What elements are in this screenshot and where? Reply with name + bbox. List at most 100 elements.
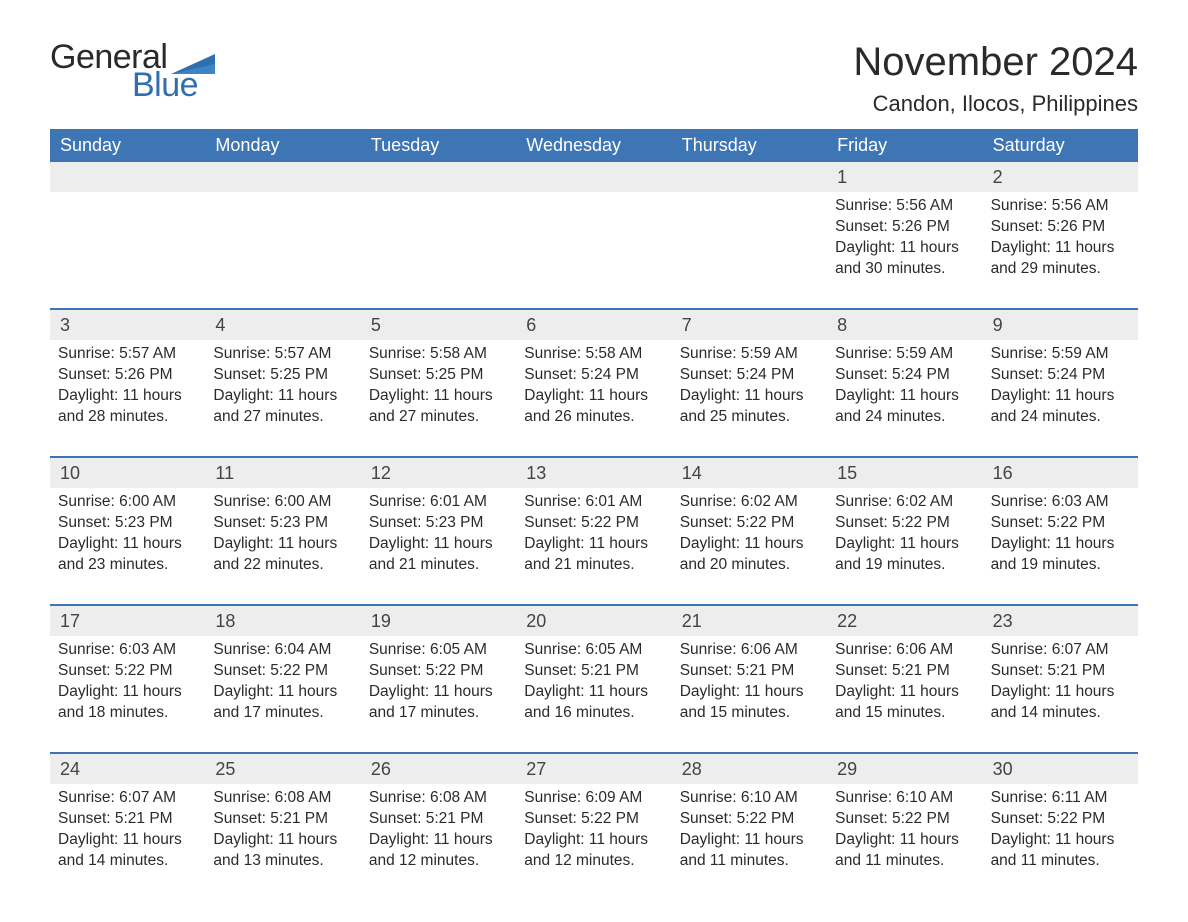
sunset-line: Sunset: 5:24 PM — [835, 365, 974, 386]
header-bar: General Blue November 2024 Candon, Iloco… — [50, 40, 1138, 117]
day-cell: 5Sunrise: 5:58 AMSunset: 5:25 PMDaylight… — [361, 310, 516, 438]
daylight-line: Daylight: 11 hours and 14 minutes. — [58, 830, 197, 872]
day-cell: 27Sunrise: 6:09 AMSunset: 5:22 PMDayligh… — [516, 754, 671, 882]
day-cell — [516, 162, 671, 290]
sunrise-line: Sunrise: 6:03 AM — [58, 640, 197, 661]
sunrise-line: Sunrise: 6:10 AM — [680, 788, 819, 809]
sunrise-line: Sunrise: 6:05 AM — [524, 640, 663, 661]
sunset-line: Sunset: 5:21 PM — [58, 809, 197, 830]
day-cell: 20Sunrise: 6:05 AMSunset: 5:21 PMDayligh… — [516, 606, 671, 734]
sunset-line: Sunset: 5:24 PM — [991, 365, 1130, 386]
logo-text-blue: Blue — [132, 68, 215, 102]
day-cell: 13Sunrise: 6:01 AMSunset: 5:22 PMDayligh… — [516, 458, 671, 586]
dow-cell: Thursday — [672, 129, 827, 162]
day-cell — [50, 162, 205, 290]
sunrise-line: Sunrise: 6:01 AM — [524, 492, 663, 513]
daylight-line: Daylight: 11 hours and 24 minutes. — [835, 386, 974, 428]
day-number: 15 — [827, 458, 982, 488]
sunset-line: Sunset: 5:22 PM — [835, 513, 974, 534]
day-number: 20 — [516, 606, 671, 636]
day-cell: 19Sunrise: 6:05 AMSunset: 5:22 PMDayligh… — [361, 606, 516, 734]
page-title: November 2024 — [853, 40, 1138, 85]
week-row: 1Sunrise: 5:56 AMSunset: 5:26 PMDaylight… — [50, 162, 1138, 290]
daylight-line: Daylight: 11 hours and 21 minutes. — [524, 534, 663, 576]
sunrise-line: Sunrise: 6:08 AM — [213, 788, 352, 809]
week-row: 10 Sunrise: 6:00 AM Sunset: 5:23 PM Dayligh… — [50, 456, 1138, 586]
day-cell: 1Sunrise: 5:56 AMSunset: 5:26 PMDaylight… — [827, 162, 982, 290]
day-number: 26 — [361, 754, 516, 784]
sunrise-line: Sunrise: 5:58 AM — [369, 344, 508, 365]
day-cell: 29Sunrise: 6:10 AMSunset: 5:22 PMDayligh… — [827, 754, 982, 882]
day-number: 10 — [50, 458, 205, 488]
daylight-line: Daylight: 11 hours and 15 minutes. — [835, 682, 974, 724]
day-number: 18 — [205, 606, 360, 636]
day-cell: 22Sunrise: 6:06 AMSunset: 5:21 PMDayligh… — [827, 606, 982, 734]
daylight-line: Daylight: 11 hours and 20 minutes. — [680, 534, 819, 576]
sunrise-line: Sunrise: 6:11 AM — [991, 788, 1130, 809]
day-cell: 25 Sunrise: 6:08 AMSunset: 5:21 PMDayligh… — [205, 754, 360, 882]
sunrise-line: Sunrise: 6:08 AM — [369, 788, 508, 809]
daylight-line: Daylight: 11 hours and 23 minutes. — [58, 534, 197, 576]
daylight-line: Daylight: 11 hours and 17 minutes. — [213, 682, 352, 724]
sunrise-line: Sunrise: 6:03 AM — [991, 492, 1130, 513]
day-cell: 21Sunrise: 6:06 AMSunset: 5:21 PMDayligh… — [672, 606, 827, 734]
daylight-line: Daylight: 11 hours and 18 minutes. — [58, 682, 197, 724]
sunset-line: Sunset: 5:22 PM — [835, 809, 974, 830]
day-number: 6 — [516, 310, 671, 340]
sunset-line: Sunset: 5:22 PM — [213, 661, 352, 682]
daylight-line: Daylight: 11 hours and 12 minutes. — [524, 830, 663, 872]
sunrise-line: Sunrise: 6:01 AM — [369, 492, 508, 513]
dow-cell: Friday — [827, 129, 982, 162]
sunrise-line: Sunrise: 6:05 AM — [369, 640, 508, 661]
daylight-line: Daylight: 11 hours and 12 minutes. — [369, 830, 508, 872]
sunrise-line: Sunrise: 6:02 AM — [680, 492, 819, 513]
sunset-line: Sunset: 5:26 PM — [991, 217, 1130, 238]
sunrise-line: Sunrise: 5:56 AM — [835, 196, 974, 217]
sunset-line: Sunset: 5:24 PM — [524, 365, 663, 386]
sunset-line: Sunset: 5:23 PM — [213, 513, 352, 534]
week-row: 24Sunrise: 6:07 AMSunset: 5:21 PMDayligh… — [50, 752, 1138, 882]
day-cell: 17Sunrise: 6:03 AMSunset: 5:22 PMDayligh… — [50, 606, 205, 734]
day-cell: 9 Sunrise: 5:59 AMSunset: 5:24 PMDaylight… — [983, 310, 1138, 438]
day-number: 3 — [50, 310, 205, 340]
day-number: 23 — [983, 606, 1138, 636]
day-number: 24 — [50, 754, 205, 784]
day-number: 30 — [983, 754, 1138, 784]
sunrise-line: Sunrise: 5:59 AM — [991, 344, 1130, 365]
day-number: 16 — [983, 458, 1138, 488]
week-row: 17Sunrise: 6:03 AMSunset: 5:22 PMDayligh… — [50, 604, 1138, 734]
day-cell: 6Sunrise: 5:58 AMSunset: 5:24 PMDaylight… — [516, 310, 671, 438]
day-cell: 15Sunrise: 6:02 AMSunset: 5:22 PMDayligh… — [827, 458, 982, 586]
day-number-bar-empty — [672, 162, 827, 192]
sunrise-line: Sunrise: 5:59 AM — [835, 344, 974, 365]
sunset-line: Sunset: 5:22 PM — [991, 809, 1130, 830]
sunset-line: Sunset: 5:22 PM — [991, 513, 1130, 534]
sunrise-line: Sunrise: 5:59 AM — [680, 344, 819, 365]
sunrise-line: Sunrise: 5:57 AM — [58, 344, 197, 365]
sunset-line: Sunset: 5:23 PM — [369, 513, 508, 534]
sunrise-line: Sunrise: 6:02 AM — [835, 492, 974, 513]
daylight-line: Daylight: 11 hours and 13 minutes. — [213, 830, 352, 872]
sunrise-line: Sunrise: 6:00 AM — [58, 492, 197, 513]
sunset-line: Sunset: 5:22 PM — [58, 661, 197, 682]
day-cell: 28Sunrise: 6:10 AMSunset: 5:22 PMDayligh… — [672, 754, 827, 882]
logo: General Blue — [50, 40, 215, 102]
sunset-line: Sunset: 5:22 PM — [524, 809, 663, 830]
day-number: 21 — [672, 606, 827, 636]
day-number: 14 — [672, 458, 827, 488]
day-cell — [672, 162, 827, 290]
dow-cell: Sunday — [50, 129, 205, 162]
day-cell: 18Sunrise: 6:04 AMSunset: 5:22 PMDayligh… — [205, 606, 360, 734]
sunrise-line: Sunrise: 6:10 AM — [835, 788, 974, 809]
dow-cell: Wednesday — [516, 129, 671, 162]
day-number: 9 — [983, 310, 1138, 340]
sunset-line: Sunset: 5:22 PM — [680, 809, 819, 830]
daylight-line: Daylight: 11 hours and 26 minutes. — [524, 386, 663, 428]
day-number: 25 — [205, 754, 360, 784]
sunset-line: Sunset: 5:25 PM — [213, 365, 352, 386]
sunset-line: Sunset: 5:21 PM — [213, 809, 352, 830]
week-row: 3Sunrise: 5:57 AMSunset: 5:26 PMDaylight… — [50, 308, 1138, 438]
day-number: 28 — [672, 754, 827, 784]
daylight-line: Daylight: 11 hours and 28 minutes. — [58, 386, 197, 428]
daylight-line: Daylight: 11 hours and 24 minutes. — [991, 386, 1130, 428]
